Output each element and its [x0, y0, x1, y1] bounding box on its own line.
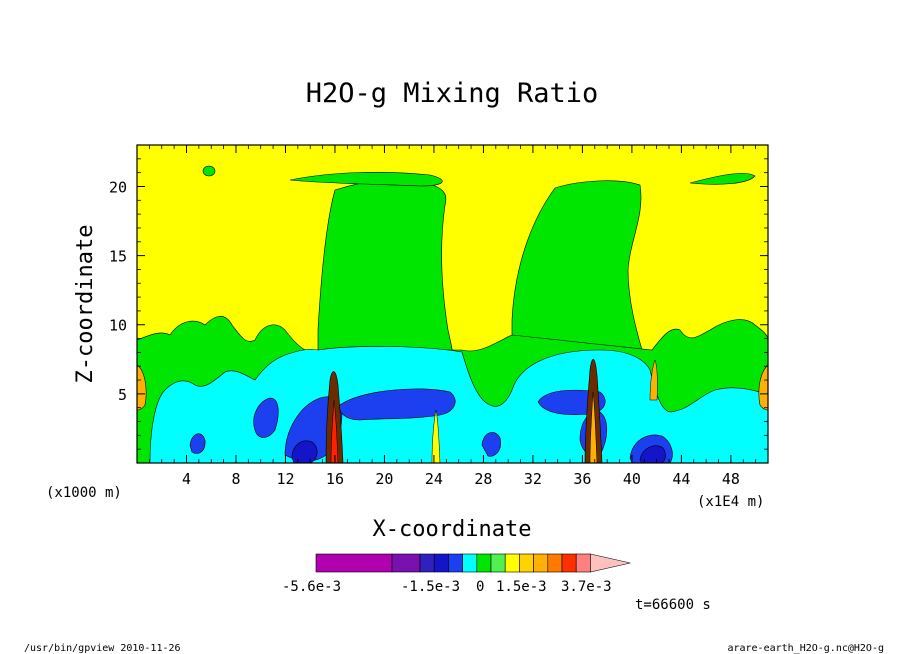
y-tick-label: 10 — [109, 317, 127, 335]
colorbar-swatch — [490, 553, 506, 573]
x-unit-label: (x1E4 m) — [697, 494, 764, 510]
colorbar-swatch — [315, 553, 393, 573]
colorbar-swatch — [391, 553, 421, 573]
x-tick-label: 12 — [276, 470, 294, 488]
colorbar-swatch — [575, 553, 591, 573]
x-tick-label: 4 — [182, 470, 191, 488]
colorbar-swatch — [504, 553, 520, 573]
x-axis-title: X-coordinate — [373, 517, 532, 542]
blue-pocket-3 — [339, 388, 456, 421]
x-tick-label: 48 — [722, 470, 740, 488]
x-axis: 4 8 12 16 20 24 28 32 36 40 44 48 — [148, 145, 757, 488]
plot-area — [136, 144, 769, 464]
colorbar-swatch — [419, 553, 435, 573]
y-tick-label: 20 — [109, 178, 127, 196]
time-label: t=66600 s — [635, 597, 711, 613]
y-axis: 5 10 15 20 — [109, 158, 768, 450]
dark-blue-core-1 — [291, 440, 318, 464]
blue-pocket-1 — [253, 397, 279, 438]
colorbar-swatch — [561, 553, 577, 573]
colorbar-labels: -5.6e-3 -1.5e-3 0 1.5e-3 3.7e-3 — [282, 579, 612, 595]
chart-title: H2O-g Mixing Ratio — [306, 78, 599, 109]
colorbar-label: -1.5e-3 — [401, 579, 460, 595]
tower-right-core — [589, 391, 598, 464]
colorbar-swatch — [533, 553, 549, 573]
plot-frame — [136, 144, 769, 464]
blue-pocket-8 — [189, 433, 206, 454]
footer-right: arare-earth_H2O-g.nc@H2O-g — [727, 643, 884, 654]
y-tick-label: 5 — [118, 386, 127, 404]
footer-left: /usr/bin/gpview 2010-11-26 — [24, 643, 181, 654]
blue-pocket-7 — [481, 432, 501, 457]
green-spot — [202, 165, 216, 177]
x-tick-label: 24 — [425, 470, 443, 488]
x-tick-label: 8 — [231, 470, 240, 488]
orange-streak — [649, 359, 658, 401]
y-unit-label: (x1000 m) — [46, 485, 122, 501]
colorbar — [315, 553, 631, 573]
colorbar-swatch — [433, 553, 449, 573]
green-streak-top — [289, 171, 443, 187]
x-tick-label: 44 — [672, 470, 690, 488]
y-axis-title: Z-coordinate — [73, 225, 98, 384]
colorbar-label: -5.6e-3 — [282, 579, 341, 595]
x-tick-label: 40 — [623, 470, 641, 488]
colorbar-arrow — [590, 553, 631, 573]
x-tick-label: 32 — [524, 470, 542, 488]
x-tick-label: 16 — [326, 470, 344, 488]
x-tick-label: 20 — [375, 470, 393, 488]
colorbar-swatch — [519, 553, 534, 573]
colorbar-swatch — [547, 553, 563, 573]
x-tick-label: 28 — [474, 470, 492, 488]
tower-mid — [431, 409, 441, 464]
tower-left-core — [330, 399, 339, 464]
colorbar-swatch — [476, 553, 492, 573]
colorbar-swatch — [462, 553, 478, 573]
x-tick-label: 36 — [573, 470, 591, 488]
colorbar-label: 1.5e-3 — [496, 579, 547, 595]
colorbar-label: 0 — [476, 579, 484, 595]
colorbar-label: 3.7e-3 — [561, 579, 612, 595]
y-tick-label: 15 — [109, 248, 127, 266]
green-streak-right — [689, 173, 756, 185]
colorbar-swatch — [448, 553, 463, 573]
